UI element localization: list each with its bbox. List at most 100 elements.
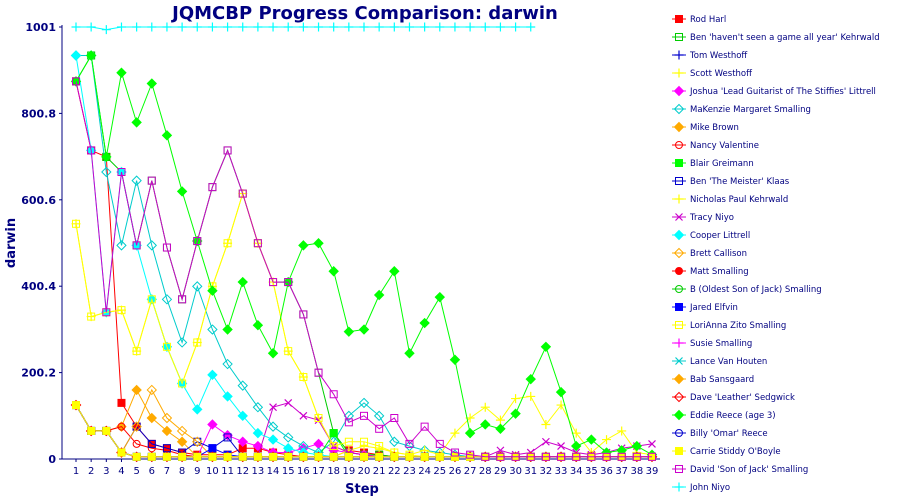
data-point xyxy=(329,429,338,438)
data-point xyxy=(480,419,491,430)
data-point xyxy=(314,414,323,423)
data-point xyxy=(496,452,505,461)
data-point xyxy=(71,22,81,32)
data-point xyxy=(177,22,187,32)
data-point xyxy=(147,452,156,461)
x-tick-label: 12 xyxy=(236,466,249,477)
data-point xyxy=(147,295,156,304)
data-point xyxy=(541,419,551,429)
legend-label: Cooper Littrell xyxy=(690,231,750,241)
data-point xyxy=(101,151,112,163)
data-point xyxy=(617,452,626,461)
data-point xyxy=(223,452,232,461)
x-tick-label: 22 xyxy=(388,466,401,477)
legend-marker xyxy=(673,85,685,97)
legend-label: David 'Son of Jack' Smalling xyxy=(690,465,808,475)
data-point xyxy=(132,452,141,461)
data-point xyxy=(435,452,444,461)
data-point xyxy=(176,186,188,197)
data-point xyxy=(313,438,324,450)
data-point xyxy=(116,67,127,78)
y-tick-label: 200.2 xyxy=(21,367,56,380)
legend-entry: B (Oldest Son of Jack) Smalling xyxy=(672,285,822,295)
data-point xyxy=(480,22,490,32)
legend-entry: Tracy Niyo xyxy=(672,213,734,223)
chart-title: JQMCBP Progress Comparison: darwin xyxy=(170,3,558,24)
data-point xyxy=(253,239,262,248)
legend-label: LoriAnna Zito Smalling xyxy=(690,321,786,331)
legend-label: Tom Westhoff xyxy=(689,51,748,61)
legend-entry: John Niyo xyxy=(672,482,730,493)
legend-label: Nicholas Paul Kehrwald xyxy=(690,195,788,205)
series-26 xyxy=(71,22,536,35)
data-point xyxy=(208,452,217,461)
data-point xyxy=(344,452,353,461)
data-point xyxy=(526,452,535,461)
data-point xyxy=(450,22,460,32)
data-point xyxy=(283,432,294,443)
legend-entry: Cooper Littrell xyxy=(672,229,750,241)
x-tick-label: 30 xyxy=(509,466,522,477)
data-point xyxy=(375,424,384,433)
data-point xyxy=(147,439,156,448)
series-line xyxy=(75,81,652,458)
legend-marker xyxy=(675,141,683,149)
data-point xyxy=(223,22,233,32)
data-point xyxy=(161,425,173,437)
data-point xyxy=(526,391,536,401)
data-point xyxy=(360,411,368,420)
series-25 xyxy=(72,77,656,461)
data-point xyxy=(222,391,233,402)
data-point xyxy=(405,452,414,461)
legend-entry: Scott Westhoff xyxy=(672,68,753,79)
data-point xyxy=(207,22,217,32)
data-point xyxy=(556,400,566,410)
data-point xyxy=(101,166,112,178)
x-tick-label: 8 xyxy=(179,466,185,477)
data-point xyxy=(298,240,309,251)
legend-marker xyxy=(673,103,685,115)
data-point xyxy=(192,436,203,447)
legend-entry: Eddie Reece (age 3) xyxy=(672,409,776,421)
data-point xyxy=(237,276,248,288)
data-point xyxy=(284,278,293,287)
legend-marker xyxy=(675,429,683,437)
x-tick-label: 37 xyxy=(615,466,628,477)
x-tick-label: 38 xyxy=(630,466,643,477)
data-point xyxy=(132,22,142,32)
legend-marker xyxy=(674,338,684,348)
legend-entry: Mike Brown xyxy=(672,121,739,133)
legend-entry: Susie Smalling xyxy=(672,338,752,349)
data-point xyxy=(192,22,202,32)
data-point xyxy=(223,239,232,248)
data-point xyxy=(375,442,384,451)
data-point xyxy=(495,22,505,32)
legend-label: John Niyo xyxy=(689,483,730,493)
data-point xyxy=(344,437,353,446)
x-tick-label: 26 xyxy=(449,466,462,477)
x-tick-label: 19 xyxy=(342,466,355,477)
legend-entry: LoriAnna Zito Smalling xyxy=(672,321,786,331)
series-21 xyxy=(70,399,658,463)
data-point xyxy=(117,398,126,407)
data-point xyxy=(147,22,157,32)
x-tick-label: 5 xyxy=(133,466,139,477)
data-point xyxy=(131,117,142,128)
x-tick-label: 24 xyxy=(418,466,431,477)
legend-label: Tracy Niyo xyxy=(689,213,734,223)
x-tick-label: 11 xyxy=(221,466,234,477)
data-point xyxy=(375,452,384,461)
data-point xyxy=(238,452,247,461)
data-point xyxy=(146,78,157,89)
data-point xyxy=(314,452,323,461)
data-point xyxy=(253,22,263,32)
data-point xyxy=(146,412,157,424)
series-line xyxy=(75,54,653,456)
x-tick-label: 3 xyxy=(103,466,109,477)
data-point xyxy=(358,324,370,335)
series-line xyxy=(75,54,652,458)
legend-entry: Blair Greimann xyxy=(672,159,754,169)
data-point xyxy=(389,266,400,277)
data-point xyxy=(238,189,247,198)
data-point xyxy=(602,452,611,461)
